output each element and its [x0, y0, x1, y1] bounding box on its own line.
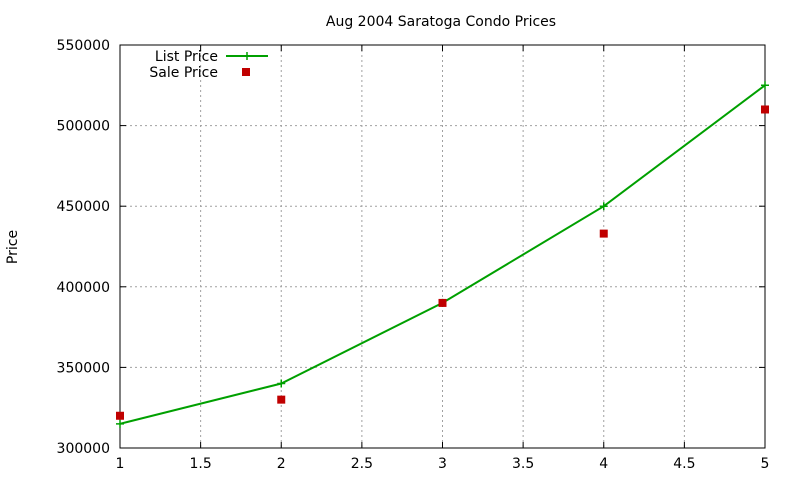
data-point	[116, 411, 124, 420]
data-point	[599, 202, 608, 211]
x-tick-label: 1.5	[189, 456, 211, 472]
x-tick-label: 2.5	[351, 456, 373, 472]
data-point	[277, 379, 286, 388]
y-tick-label: 550000	[57, 38, 110, 54]
data-point	[116, 419, 124, 428]
data-point	[438, 298, 447, 307]
y-tick-label: 350000	[57, 360, 110, 376]
series-2	[116, 105, 769, 420]
x-tick-label: 5	[761, 456, 770, 472]
data-point	[761, 81, 769, 90]
data-point	[599, 229, 608, 238]
x-tick-label: 3	[438, 456, 447, 472]
y-tick-label: 300000	[57, 441, 110, 457]
data-point	[277, 395, 286, 404]
chart-title: Aug 2004 Saratoga Condo Prices	[326, 14, 556, 30]
y-axis-label: Price	[5, 230, 21, 264]
legend-label: Sale Price	[149, 65, 218, 81]
legend-swatch-marker	[243, 52, 251, 60]
y-tick-label: 400000	[57, 280, 110, 296]
x-tick-label: 1	[116, 456, 125, 472]
x-tick-label: 2	[277, 456, 286, 472]
data-point	[761, 105, 769, 114]
y-tick-label: 500000	[57, 119, 110, 135]
grid-layer	[120, 45, 765, 448]
x-tick-label: 4.5	[673, 456, 695, 472]
legend-label: List Price	[155, 49, 218, 65]
x-tick-label: 4	[599, 456, 608, 472]
legend-swatch-marker	[242, 68, 250, 76]
x-tick-label: 3.5	[512, 456, 534, 472]
tick-layer: 300000 350000 400000 450000 500000 550000 1 1.5…	[57, 38, 770, 472]
series-layer	[116, 81, 769, 428]
y-tick-label: 450000	[57, 199, 110, 215]
